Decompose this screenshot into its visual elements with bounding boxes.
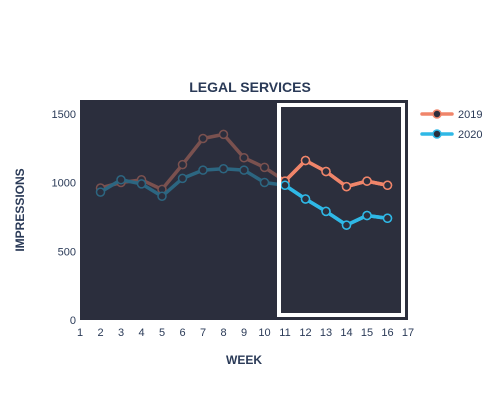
legend-label: 2020 bbox=[458, 129, 482, 141]
x-tick-label: 7 bbox=[200, 327, 206, 339]
x-tick-label: 2 bbox=[97, 327, 103, 339]
x-tick-label: 15 bbox=[361, 327, 373, 339]
legend-item-2020[interactable]: 2020 bbox=[420, 129, 482, 141]
x-tick-label: 9 bbox=[241, 327, 247, 339]
x-tick-label: 1 bbox=[77, 327, 83, 339]
dim-overlay bbox=[80, 100, 281, 320]
y-axis-ticks: 0 500 1000 1500 bbox=[52, 109, 76, 327]
series-2019-point bbox=[341, 181, 352, 192]
x-tick-label: 5 bbox=[159, 327, 165, 339]
series-2019-point bbox=[382, 180, 393, 190]
legend[interactable]: 2019 2020 bbox=[420, 109, 482, 141]
y-tick-label: 0 bbox=[70, 315, 76, 327]
x-tick-label: 3 bbox=[118, 327, 124, 339]
x-tick-label: 17 bbox=[402, 327, 414, 339]
highlight-frame bbox=[277, 103, 405, 317]
chart-title: LEGAL SERVICES bbox=[189, 79, 311, 95]
x-tick-label: 6 bbox=[179, 327, 185, 339]
series-2020-point bbox=[341, 220, 352, 230]
y-axis-label: IMPRESSIONS bbox=[13, 168, 27, 251]
x-tick-label: 16 bbox=[381, 327, 393, 339]
y-tick-label: 1000 bbox=[52, 178, 76, 190]
highlight-layer bbox=[277, 103, 405, 317]
x-axis-label: WEEK bbox=[226, 353, 262, 367]
legend-swatch-marker bbox=[432, 129, 442, 139]
y-tick-label: 1500 bbox=[52, 109, 76, 121]
x-tick-label: 4 bbox=[138, 327, 144, 339]
series-2020-point bbox=[382, 213, 393, 223]
x-tick-label: 11 bbox=[279, 327, 290, 339]
dim-region bbox=[80, 100, 281, 320]
x-axis-ticks: 1 2 3 4 5 6 7 8 9 10 11 12 13 14 15 16 17 bbox=[77, 327, 414, 339]
legend-label: 2019 bbox=[458, 109, 482, 121]
y-tick-label: 500 bbox=[58, 246, 76, 258]
series-2020-point bbox=[362, 210, 372, 221]
x-tick-label: 8 bbox=[220, 327, 226, 339]
series-2020-point bbox=[321, 206, 331, 217]
legend-item-2019[interactable]: 2019 bbox=[420, 109, 482, 121]
series-2020-point bbox=[300, 194, 311, 204]
series-2019-point bbox=[362, 176, 372, 186]
x-tick-label: 13 bbox=[320, 327, 332, 339]
x-tick-label: 12 bbox=[299, 327, 311, 339]
legend-swatch-marker bbox=[432, 109, 442, 119]
x-tick-label: 14 bbox=[340, 327, 352, 339]
series-2020-point bbox=[280, 180, 290, 190]
x-tick-label: 10 bbox=[258, 327, 270, 339]
series-2019-point bbox=[300, 155, 311, 166]
series-2019-point bbox=[321, 166, 331, 177]
